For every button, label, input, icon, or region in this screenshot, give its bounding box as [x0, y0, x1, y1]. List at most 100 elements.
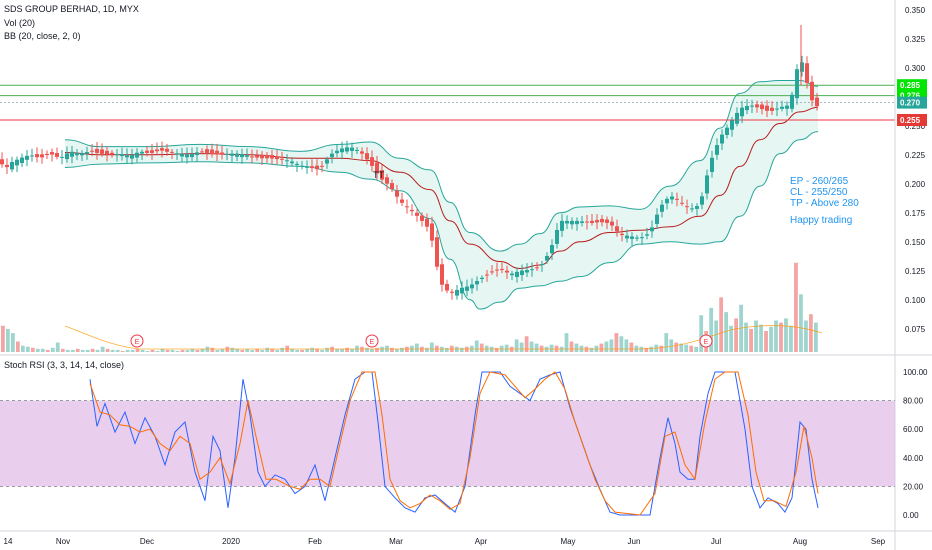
candle-body: [610, 221, 614, 226]
volume-bar: [140, 349, 145, 352]
time-axis[interactable]: 14 Nov Dec 2020 Feb Mar Apr May Jun Jul Aug Sep: [0, 530, 932, 546]
candle-body: [570, 220, 574, 225]
candle-body: [85, 152, 89, 154]
candle-body: [815, 97, 819, 107]
candle-body: [605, 219, 609, 223]
volume-legend[interactable]: Vol (20): [4, 18, 36, 28]
candle-body: [530, 269, 534, 271]
candle-body: [255, 155, 259, 158]
volume-bar: [694, 346, 699, 352]
volume-bar: [170, 349, 175, 352]
volume-bar: [190, 348, 195, 352]
candle-body: [735, 112, 739, 124]
volume-bar: [779, 322, 783, 352]
volume-bar: [150, 349, 155, 352]
candle-body: [160, 148, 164, 151]
green-level-badge: 0.285: [900, 81, 921, 90]
volume-bar: [300, 349, 305, 352]
candle-body: [345, 147, 349, 152]
volume-bar: [799, 294, 803, 352]
candle-body: [60, 156, 64, 158]
candle-body: [115, 153, 119, 155]
candle-body: [15, 159, 19, 166]
green-level-badge-bg: [897, 79, 927, 92]
volume-bar: [659, 345, 664, 352]
candle-body: [585, 221, 589, 223]
candle-body: [125, 155, 129, 158]
candle-body: [415, 212, 419, 216]
volume-bar: [614, 333, 619, 352]
volume-bar: [699, 315, 704, 352]
volume-bar: [749, 328, 753, 352]
candle-body: [5, 164, 9, 168]
candle-body: [565, 220, 569, 224]
volume-bar: [414, 343, 419, 352]
candle-body: [680, 202, 684, 204]
volume-bar: [180, 349, 185, 352]
rsi-axis[interactable]: 0.00 20.00 40.00 60.00 80.00 100.00: [903, 368, 928, 520]
volume-bar: [390, 347, 394, 352]
rsi-band-fill: [0, 400, 895, 487]
candle-body: [65, 153, 69, 160]
volume-bar: [165, 349, 170, 352]
earnings-marker-icon: [130, 334, 144, 348]
candle-body: [185, 154, 189, 158]
candle-body: [485, 274, 489, 276]
candle-body: [235, 153, 239, 157]
volume-bar: [40, 348, 45, 352]
bb-legend[interactable]: BB (20, close, 2, 0): [4, 31, 81, 41]
candle-body: [405, 206, 409, 208]
volume-bar: [175, 350, 180, 352]
bollinger-fill: [65, 80, 818, 310]
price-tick-label: 0.300: [905, 64, 926, 73]
candle-body: [640, 237, 644, 239]
volume-bar: [20, 345, 25, 352]
candle-body: [240, 154, 244, 158]
stoch-rsi-legend[interactable]: Stoch RSI (3, 3, 14, 14, close): [4, 360, 125, 370]
price-axis[interactable]: 0.075 0.100 0.125 0.150 0.175 0.200 0.225 0.250…: [894, 0, 932, 550]
volume-bar: [714, 320, 719, 352]
volume-bar: [514, 339, 519, 352]
volume-bar: [295, 349, 300, 352]
candle-body: [335, 150, 339, 154]
candle-body: [175, 153, 179, 155]
candle-body: [510, 273, 514, 276]
candle-body: [730, 120, 734, 130]
volume-bar: [604, 341, 609, 352]
time-tick-label: Nov: [56, 537, 70, 546]
candle-body: [590, 220, 594, 224]
candle-body: [690, 208, 694, 210]
price-tick-label: 0.250: [905, 122, 926, 131]
volume-bar: [684, 344, 689, 352]
red-level-badge-bg: [897, 114, 927, 126]
volume-bar: [80, 349, 85, 352]
candle-body: [140, 151, 144, 154]
candle-body: [715, 145, 719, 155]
note-take-profit: TP - Above 280: [790, 198, 859, 209]
time-tick-label: May: [560, 537, 575, 546]
symbol-legend[interactable]: SDS GROUP BERHAD, 1D, MYX: [4, 4, 139, 14]
candle-body: [290, 161, 294, 164]
candle-body: [330, 153, 334, 158]
candle-body: [805, 63, 809, 83]
candle-body: [760, 104, 764, 110]
volume-bar: [60, 348, 65, 352]
volume-bar: [245, 348, 250, 352]
candle-body: [10, 161, 14, 170]
time-tick-label: Jun: [628, 537, 641, 546]
time-tick-label: Jul: [711, 537, 721, 546]
horizontal-levels: [0, 84, 895, 121]
candle-body: [675, 198, 679, 200]
volume-bar: [310, 347, 315, 352]
volume-bar: [609, 339, 614, 352]
price-tick-label: 0.200: [905, 180, 926, 189]
candle-body: [750, 105, 754, 107]
volume-bar: [564, 333, 569, 352]
candle-body: [300, 165, 304, 167]
red-level-badge: 0.255: [900, 116, 921, 125]
rsi-tick-label: 60.00: [903, 425, 924, 434]
candle-body: [325, 159, 329, 164]
candle-body: [785, 105, 789, 109]
candle-body: [600, 218, 604, 223]
candle-body: [705, 175, 709, 194]
